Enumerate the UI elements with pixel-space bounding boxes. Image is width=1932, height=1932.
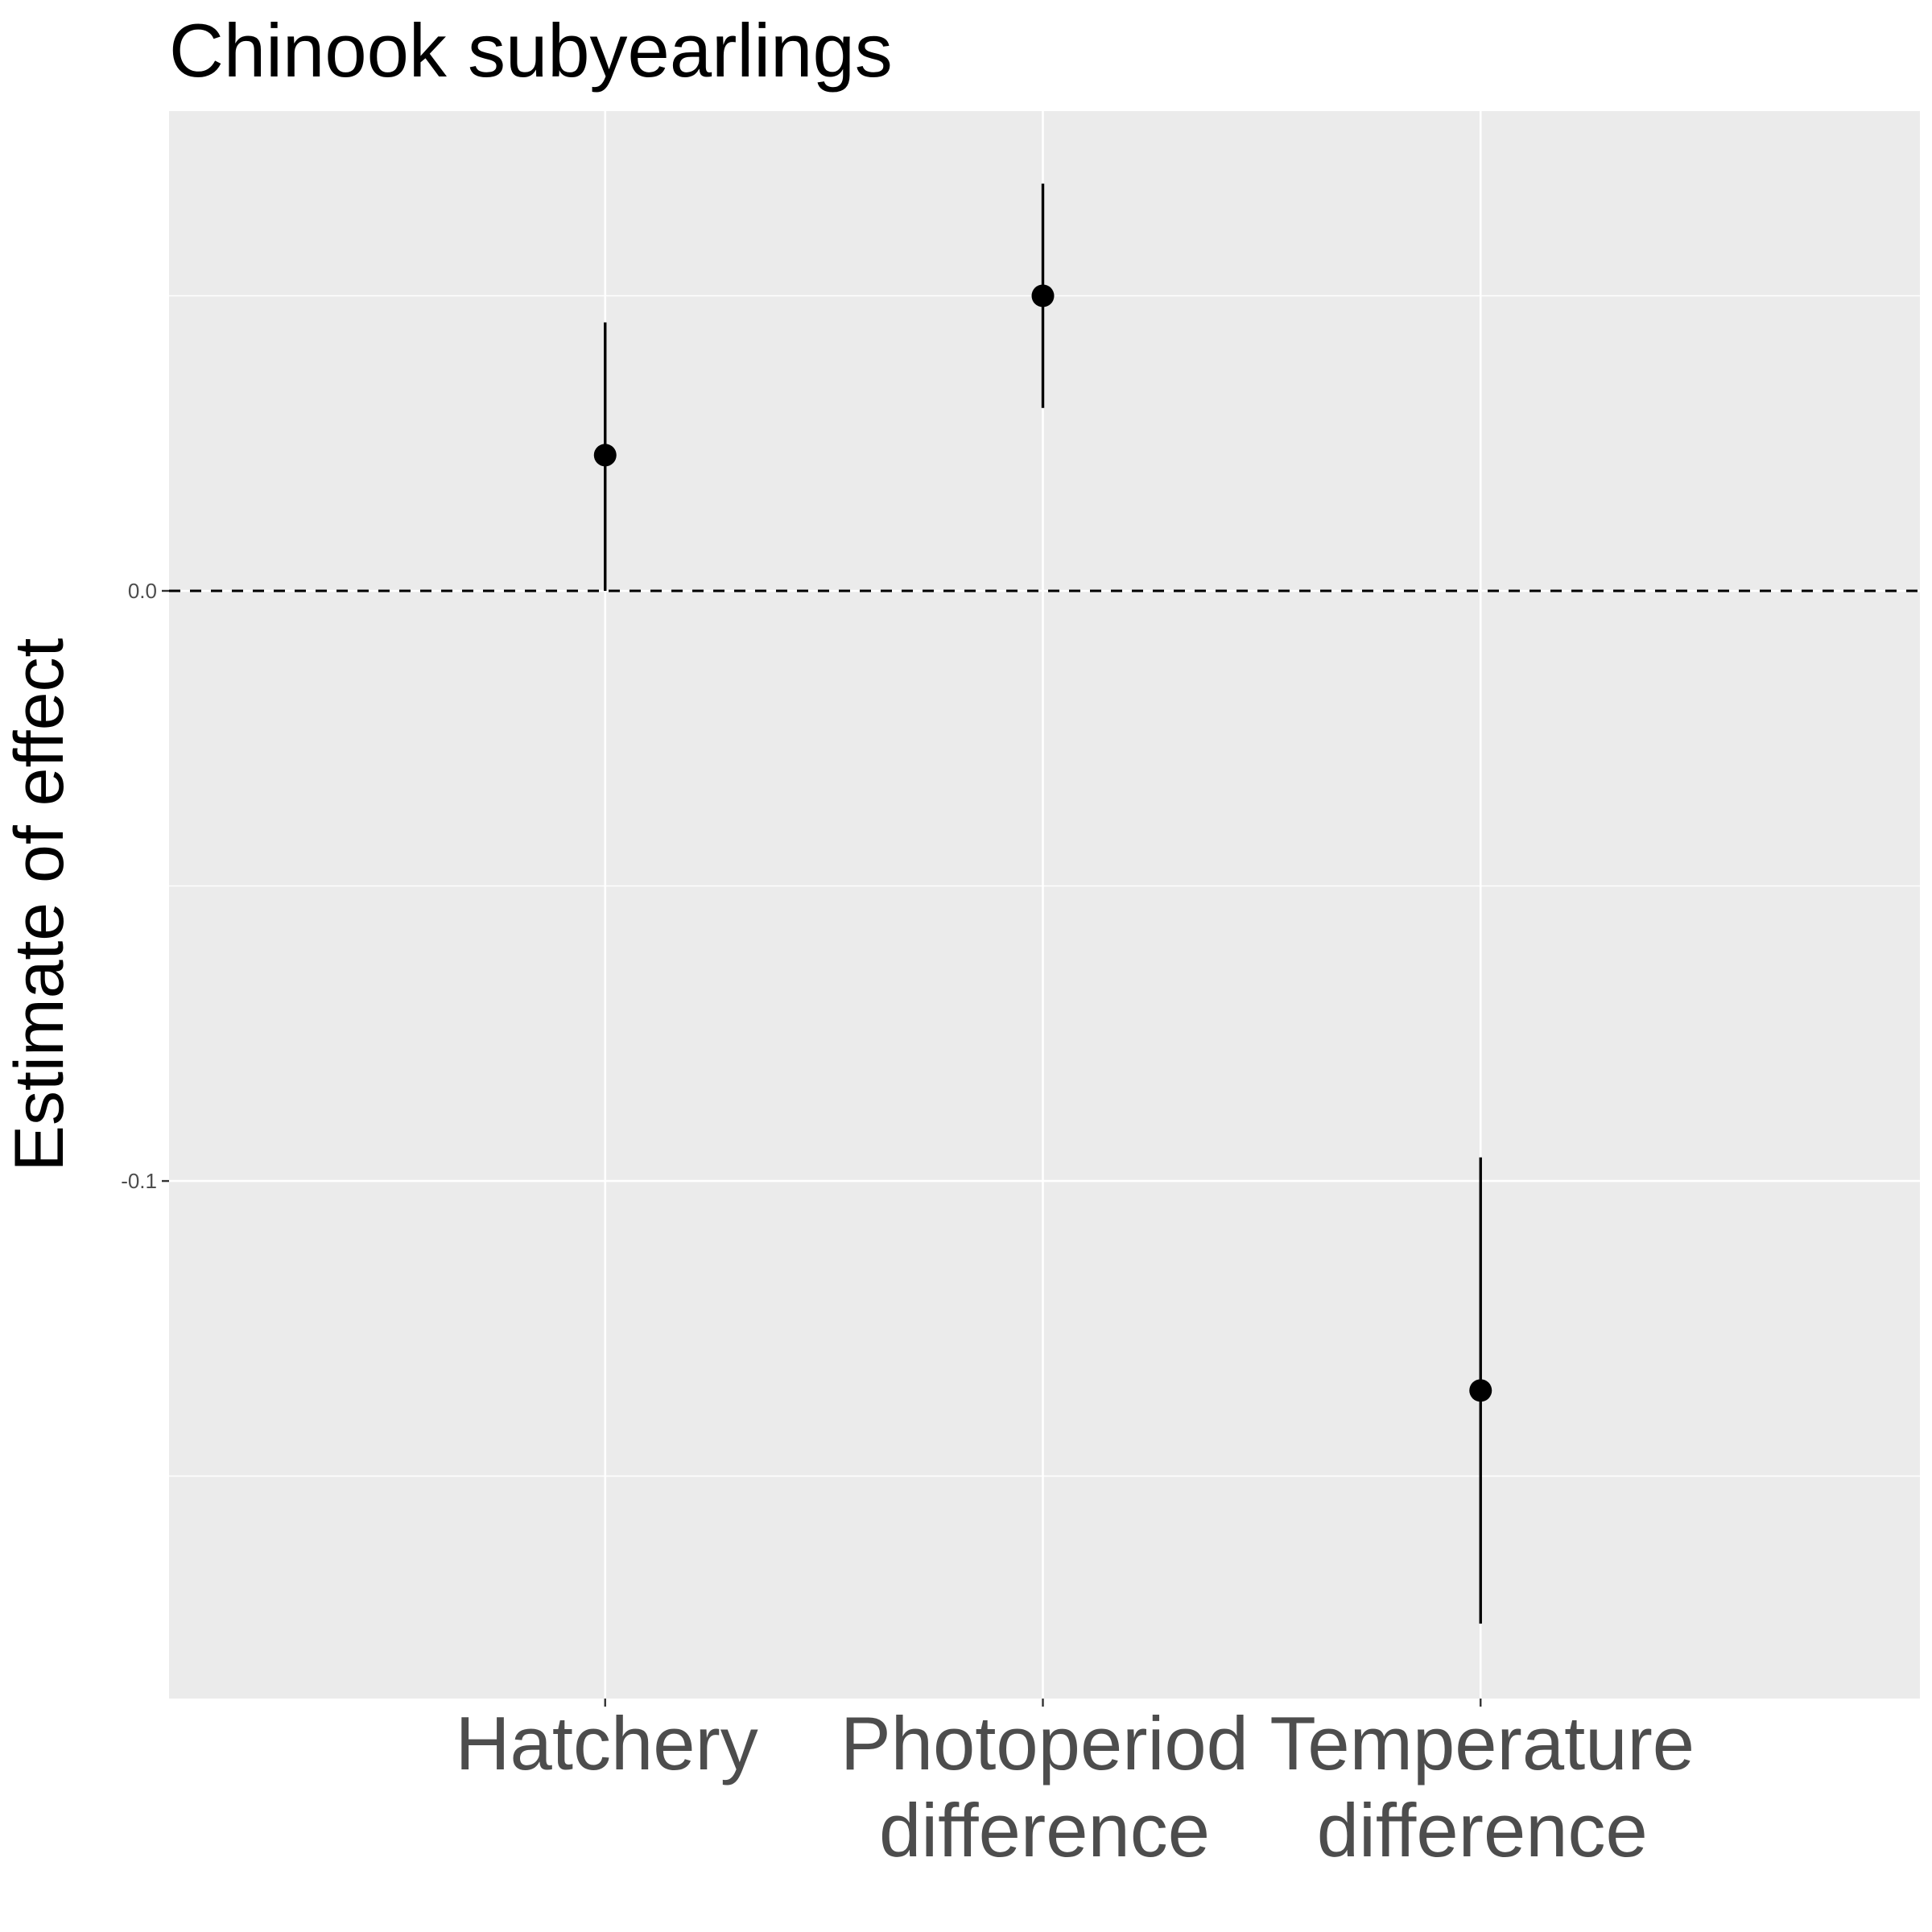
- x-tick-label: difference: [879, 1788, 1210, 1872]
- x-tick-label: Hatchery: [456, 1701, 758, 1785]
- y-axis-label: Estimate of effect: [1, 638, 78, 1171]
- plot-panel: [169, 111, 1920, 1699]
- y-tick-label: 0.0: [128, 579, 157, 603]
- x-tick-label: Temperature: [1269, 1701, 1695, 1785]
- y-axis: 0.0 -0.1: [121, 579, 169, 1193]
- point-estimate: [1469, 1379, 1492, 1402]
- chart-title: Chinook subyearlings: [169, 8, 893, 93]
- x-tick-label: difference: [1317, 1788, 1648, 1872]
- marks: [593, 184, 1492, 1624]
- x-axis: Hatchery PhotoperioddifferenceTemperature…: [456, 1699, 1695, 1872]
- x-tick-label: Photoperiod: [840, 1701, 1249, 1785]
- point-estimate: [593, 444, 617, 467]
- point-estimate: [1031, 284, 1055, 308]
- y-tick-label: -0.1: [121, 1169, 157, 1193]
